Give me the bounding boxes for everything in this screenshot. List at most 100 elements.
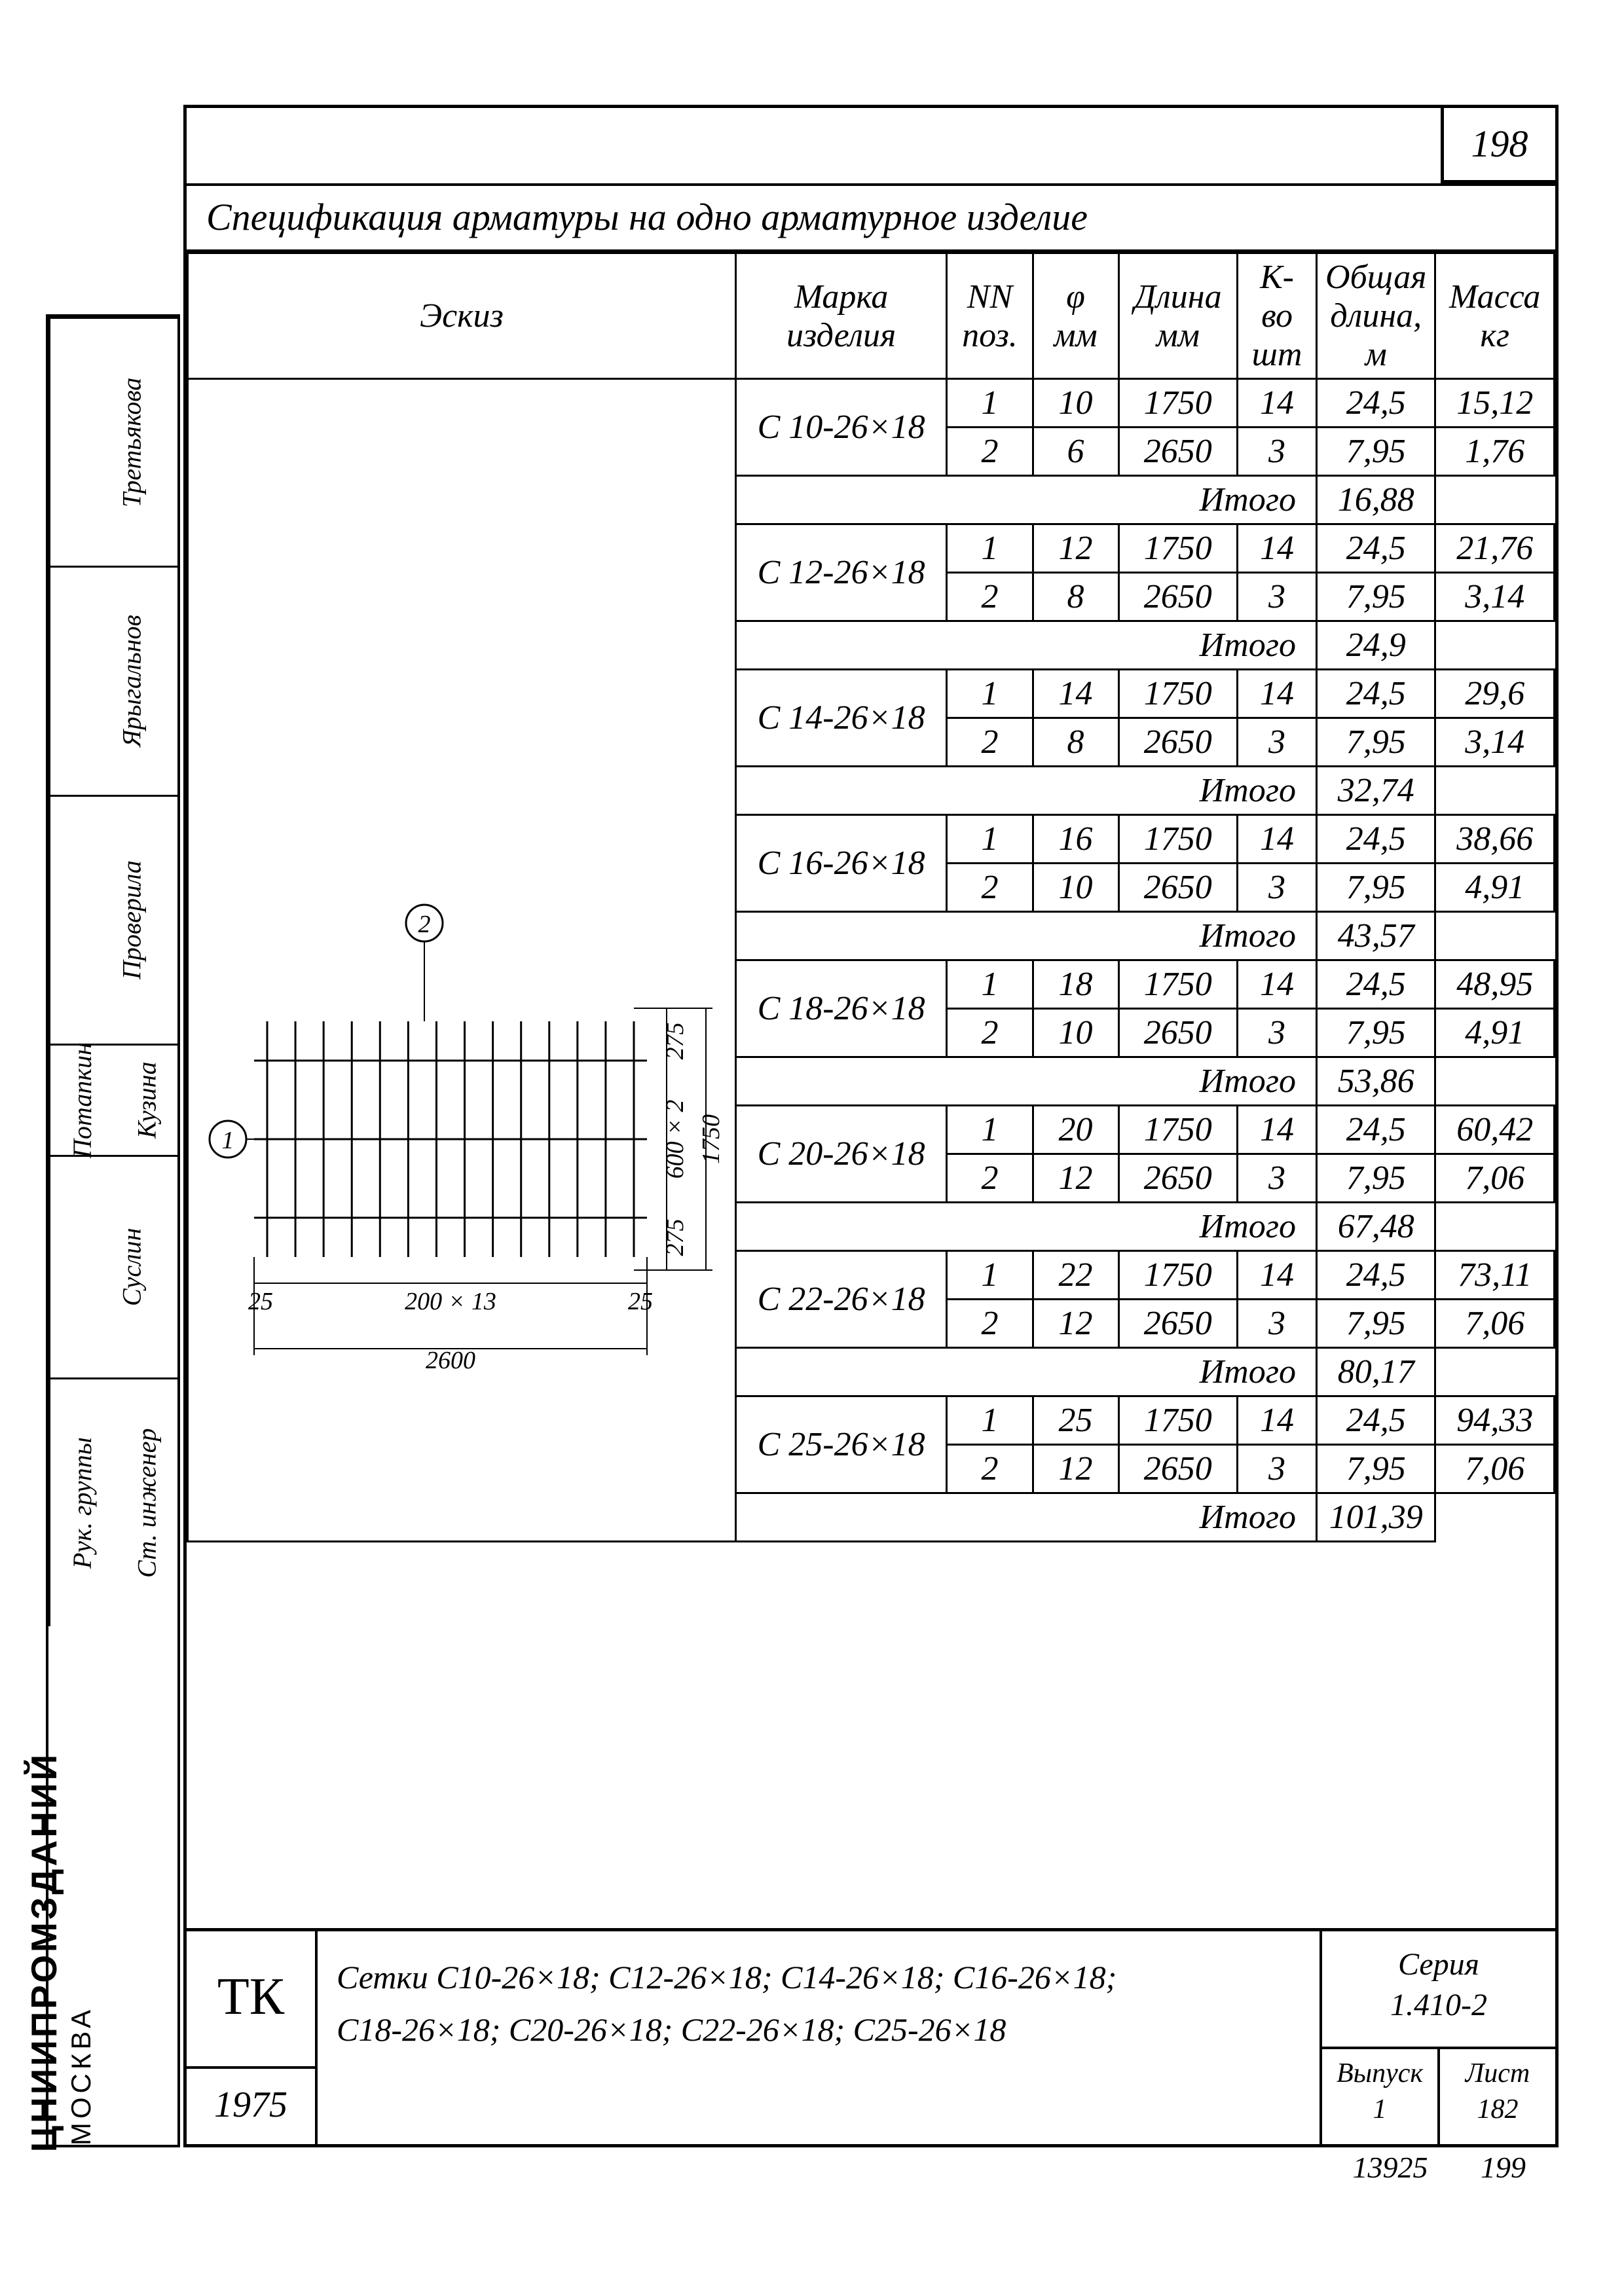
cell-q: 14 — [1238, 379, 1317, 428]
marka-cell: С 25-26×18 — [735, 1396, 947, 1493]
cell-n: 2 — [947, 1300, 1033, 1348]
cell-q: 3 — [1238, 428, 1317, 476]
cell-l: 2650 — [1118, 1300, 1237, 1348]
cell-q: 14 — [1238, 1106, 1317, 1154]
cell-d: 10 — [1033, 1009, 1118, 1057]
cell-q: 14 — [1238, 1251, 1317, 1300]
marka-cell: С 12-26×18 — [735, 524, 947, 621]
cell-m: 29,6 — [1435, 670, 1555, 718]
cell-tl: 7,95 — [1317, 1445, 1435, 1493]
svg-text:600 × 2: 600 × 2 — [661, 1100, 689, 1179]
itogo-label: Итого — [735, 1057, 1316, 1106]
cell-n: 2 — [947, 428, 1033, 476]
side-label: Ст. инженер — [114, 1379, 179, 1626]
list-box: Лист 182 — [1437, 2049, 1555, 2144]
col-dlina: Длина мм — [1118, 253, 1237, 379]
svg-text:275: 275 — [661, 1023, 689, 1060]
itogo-value: 16,88 — [1317, 476, 1435, 524]
cell-l: 1750 — [1118, 1106, 1237, 1154]
cell-l: 1750 — [1118, 379, 1237, 428]
cell-d: 12 — [1033, 1445, 1118, 1493]
cell-n: 1 — [947, 960, 1033, 1009]
cell-q: 14 — [1238, 815, 1317, 864]
cell-tl: 7,95 — [1317, 573, 1435, 621]
cell-q: 3 — [1238, 864, 1317, 912]
side-label: Ярыгальнов — [86, 568, 177, 795]
vypusk-box: Выпуск 1 — [1320, 2049, 1437, 2144]
year: 1975 — [187, 2069, 318, 2144]
side-label: Рук. группы — [48, 1379, 114, 1626]
drawing-sheet: ЦНИИПРОМЗДАНИЙ МОСКВА Третьякова Ярыгаль… — [0, 0, 1624, 2296]
cell-m: 7,06 — [1435, 1154, 1555, 1203]
cell-m: 21,76 — [1435, 524, 1555, 573]
col-massa: Масса кг — [1435, 253, 1555, 379]
spec-table: Эскиз Марка изделия NN поз. φ мм Длина м… — [187, 252, 1555, 1542]
revision-strip: Третьякова Ярыгальнов Проверила Потапкин… — [46, 314, 180, 2147]
cell-m: 38,66 — [1435, 815, 1555, 864]
itogo-value: 53,86 — [1317, 1057, 1435, 1106]
cell-tl: 24,5 — [1317, 960, 1435, 1009]
cell-tl: 24,5 — [1317, 670, 1435, 718]
marka-cell: С 20-26×18 — [735, 1106, 947, 1203]
cell-l: 2650 — [1118, 1154, 1237, 1203]
cell-d: 14 — [1033, 670, 1118, 718]
cell-q: 3 — [1238, 1009, 1317, 1057]
cell-l: 2650 — [1118, 573, 1237, 621]
cell-n: 1 — [947, 1251, 1033, 1300]
col-nn: NN поз. — [947, 253, 1033, 379]
svg-text:1750: 1750 — [697, 1114, 725, 1164]
cell-q: 14 — [1238, 670, 1317, 718]
itogo-label: Итого — [735, 912, 1316, 960]
cell-q: 14 — [1238, 524, 1317, 573]
cell-l: 1750 — [1118, 1396, 1237, 1445]
itogo-label: Итого — [735, 1493, 1316, 1542]
col-eskiz: Эскиз — [188, 253, 736, 379]
cell-m: 73,11 — [1435, 1251, 1555, 1300]
itogo-value: 43,57 — [1317, 912, 1435, 960]
cell-m: 60,42 — [1435, 1106, 1555, 1154]
spec-title: Спецификация арматуры на одно арматурное… — [187, 183, 1555, 252]
cell-m: 1,76 — [1435, 428, 1555, 476]
itogo-value: 24,9 — [1317, 621, 1435, 670]
col-kvo: К-во шт — [1238, 253, 1317, 379]
side-label: Суслин — [86, 1157, 177, 1377]
itogo-label: Итого — [735, 1203, 1316, 1251]
cell-n: 1 — [947, 815, 1033, 864]
cell-n: 1 — [947, 379, 1033, 428]
footer-num-b: 199 — [1481, 2151, 1526, 2184]
svg-text:25: 25 — [628, 1288, 653, 1315]
cell-d: 16 — [1033, 815, 1118, 864]
marka-cell: С 10-26×18 — [735, 379, 947, 476]
cell-d: 6 — [1033, 428, 1118, 476]
vypusk-label: Выпуск — [1337, 2058, 1423, 2088]
cell-d: 18 — [1033, 960, 1118, 1009]
cell-tl: 7,95 — [1317, 428, 1435, 476]
cell-tl: 24,5 — [1317, 815, 1435, 864]
cell-tl: 7,95 — [1317, 1300, 1435, 1348]
cell-m: 15,12 — [1435, 379, 1555, 428]
cell-n: 1 — [947, 1396, 1033, 1445]
cell-n: 2 — [947, 1009, 1033, 1057]
cell-tl: 7,95 — [1317, 1009, 1435, 1057]
cell-tl: 24,5 — [1317, 524, 1435, 573]
cell-tl: 7,95 — [1317, 718, 1435, 767]
cell-d: 25 — [1033, 1396, 1118, 1445]
cell-q: 3 — [1238, 1445, 1317, 1493]
cell-d: 20 — [1033, 1106, 1118, 1154]
svg-text:200 × 13: 200 × 13 — [405, 1288, 496, 1315]
itogo-label: Итого — [735, 767, 1316, 815]
list-value: 182 — [1477, 2094, 1519, 2124]
cell-tl: 24,5 — [1317, 1396, 1435, 1445]
cell-n: 2 — [947, 718, 1033, 767]
svg-text:2: 2 — [418, 911, 431, 938]
itogo-value: 101,39 — [1317, 1493, 1435, 1542]
cell-d: 22 — [1033, 1251, 1118, 1300]
cell-d: 12 — [1033, 1300, 1118, 1348]
cell-l: 2650 — [1118, 428, 1237, 476]
cell-n: 2 — [947, 864, 1033, 912]
cell-n: 2 — [947, 1154, 1033, 1203]
cell-l: 1750 — [1118, 815, 1237, 864]
seria-value: 1.410-2 — [1390, 1988, 1487, 2022]
cell-l: 1750 — [1118, 670, 1237, 718]
cell-q: 3 — [1238, 718, 1317, 767]
